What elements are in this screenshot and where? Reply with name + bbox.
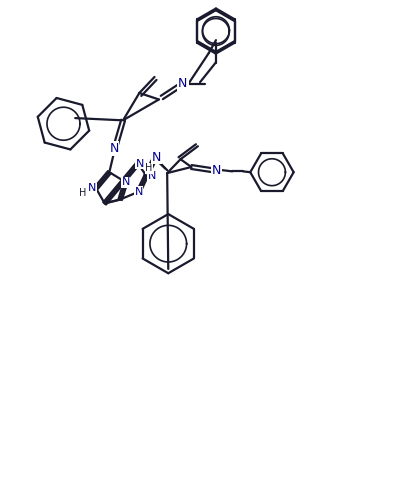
Text: N: N bbox=[135, 187, 143, 197]
Text: N: N bbox=[152, 151, 161, 164]
Text: N: N bbox=[109, 142, 119, 155]
Text: N: N bbox=[212, 164, 221, 177]
Text: H: H bbox=[79, 188, 87, 198]
Text: H: H bbox=[145, 163, 152, 173]
Text: N: N bbox=[88, 183, 96, 193]
Text: N: N bbox=[148, 170, 156, 181]
Text: N: N bbox=[121, 177, 130, 187]
Text: N: N bbox=[179, 78, 188, 91]
Text: N: N bbox=[136, 158, 144, 169]
Text: N: N bbox=[178, 77, 187, 90]
